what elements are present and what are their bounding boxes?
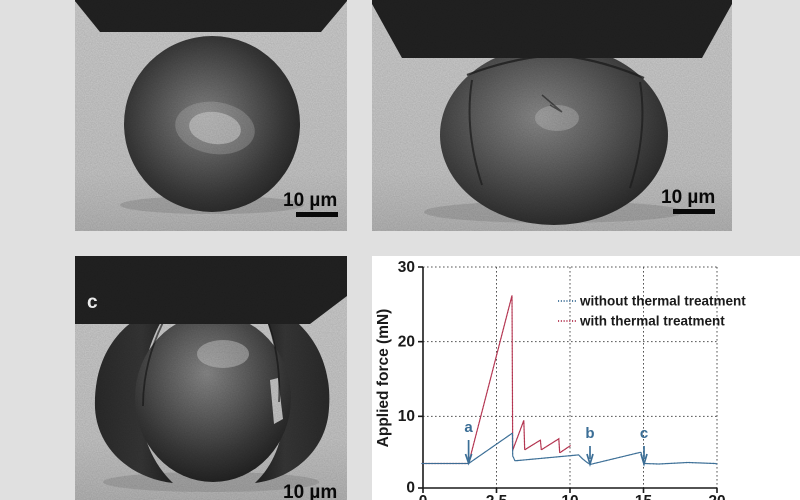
svg-text:15: 15 [635,493,653,500]
svg-text:without thermal treatment: without thermal treatment [579,294,746,309]
svg-text:10: 10 [561,493,578,500]
svg-text:with thermal treatment: with thermal treatment [579,314,725,329]
svg-text:Applied force (mN): Applied force (mN) [375,309,392,448]
svg-text:c: c [640,425,648,442]
svg-text:0: 0 [419,493,428,500]
svg-text:30: 30 [398,259,415,276]
svg-text:b: b [585,425,594,442]
svg-text:2.5: 2.5 [486,493,508,500]
svg-text:20: 20 [398,333,415,350]
svg-text:a: a [464,419,473,436]
svg-text:10: 10 [398,408,415,425]
svg-text:20: 20 [708,493,725,500]
svg-text:0: 0 [406,480,415,497]
